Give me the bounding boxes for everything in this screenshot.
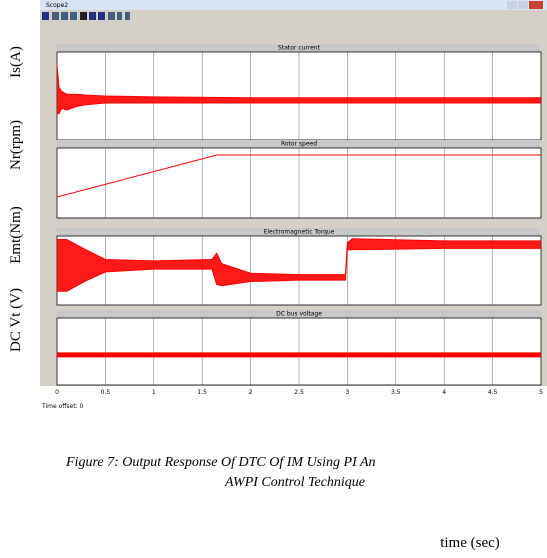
title-bar bbox=[40, 0, 547, 10]
tool-restore[interactable] bbox=[98, 12, 105, 20]
caption-line: Figure 7: Output Response Of DTC Of IM U… bbox=[65, 455, 376, 470]
tool-zoom-y[interactable] bbox=[70, 12, 77, 20]
tool-zoom-x[interactable] bbox=[61, 12, 68, 20]
x-tick-label: 3.5 bbox=[391, 389, 401, 396]
x-tick-label: 0 bbox=[55, 389, 59, 396]
tool-lock[interactable] bbox=[125, 12, 130, 20]
tool-float[interactable] bbox=[117, 12, 122, 20]
minimize-button[interactable] bbox=[507, 1, 517, 9]
tool-autoscale[interactable] bbox=[80, 12, 87, 20]
x-tick-label: 0.5 bbox=[101, 389, 111, 396]
tool-params[interactable] bbox=[108, 12, 115, 20]
x-axis-label: time (sec) bbox=[440, 535, 500, 551]
page: Scope2 Time offset: 0 Figure 7: Output R… bbox=[0, 0, 547, 558]
panel-title: Stator current bbox=[278, 45, 321, 52]
tool-save[interactable] bbox=[89, 12, 96, 20]
x-tick-label: 3 bbox=[345, 389, 349, 396]
x-tick-label: 2 bbox=[249, 389, 253, 396]
y-axis-label: Nr(rpm) bbox=[8, 120, 24, 170]
time-offset: Time offset: 0 bbox=[41, 403, 83, 410]
maximize-button[interactable] bbox=[518, 1, 528, 9]
tool-zoom[interactable] bbox=[52, 12, 59, 20]
close-button[interactable] bbox=[529, 1, 543, 9]
x-tick-label: 4 bbox=[442, 389, 446, 396]
window-title: Scope2 bbox=[46, 2, 68, 9]
x-tick-label: 1.5 bbox=[197, 389, 207, 396]
y-axis-label: DC Vt (V) bbox=[8, 288, 24, 352]
panel-title: Rotor speed bbox=[281, 141, 317, 148]
y-axis-label: Emt(Nm) bbox=[8, 206, 24, 264]
tool-print[interactable] bbox=[42, 12, 49, 20]
panel-title: DC bus voltage bbox=[276, 311, 322, 318]
panel-title: Electromagnetic Torque bbox=[264, 229, 335, 236]
y-axis-label: Is(A) bbox=[8, 46, 24, 78]
x-tick-label: 5 bbox=[539, 389, 543, 396]
x-tick-label: 2.5 bbox=[294, 389, 304, 396]
x-tick-label: 1 bbox=[152, 389, 156, 396]
x-tick-label: 4.5 bbox=[488, 389, 498, 396]
caption-line: AWPI Control Technique bbox=[224, 475, 365, 490]
